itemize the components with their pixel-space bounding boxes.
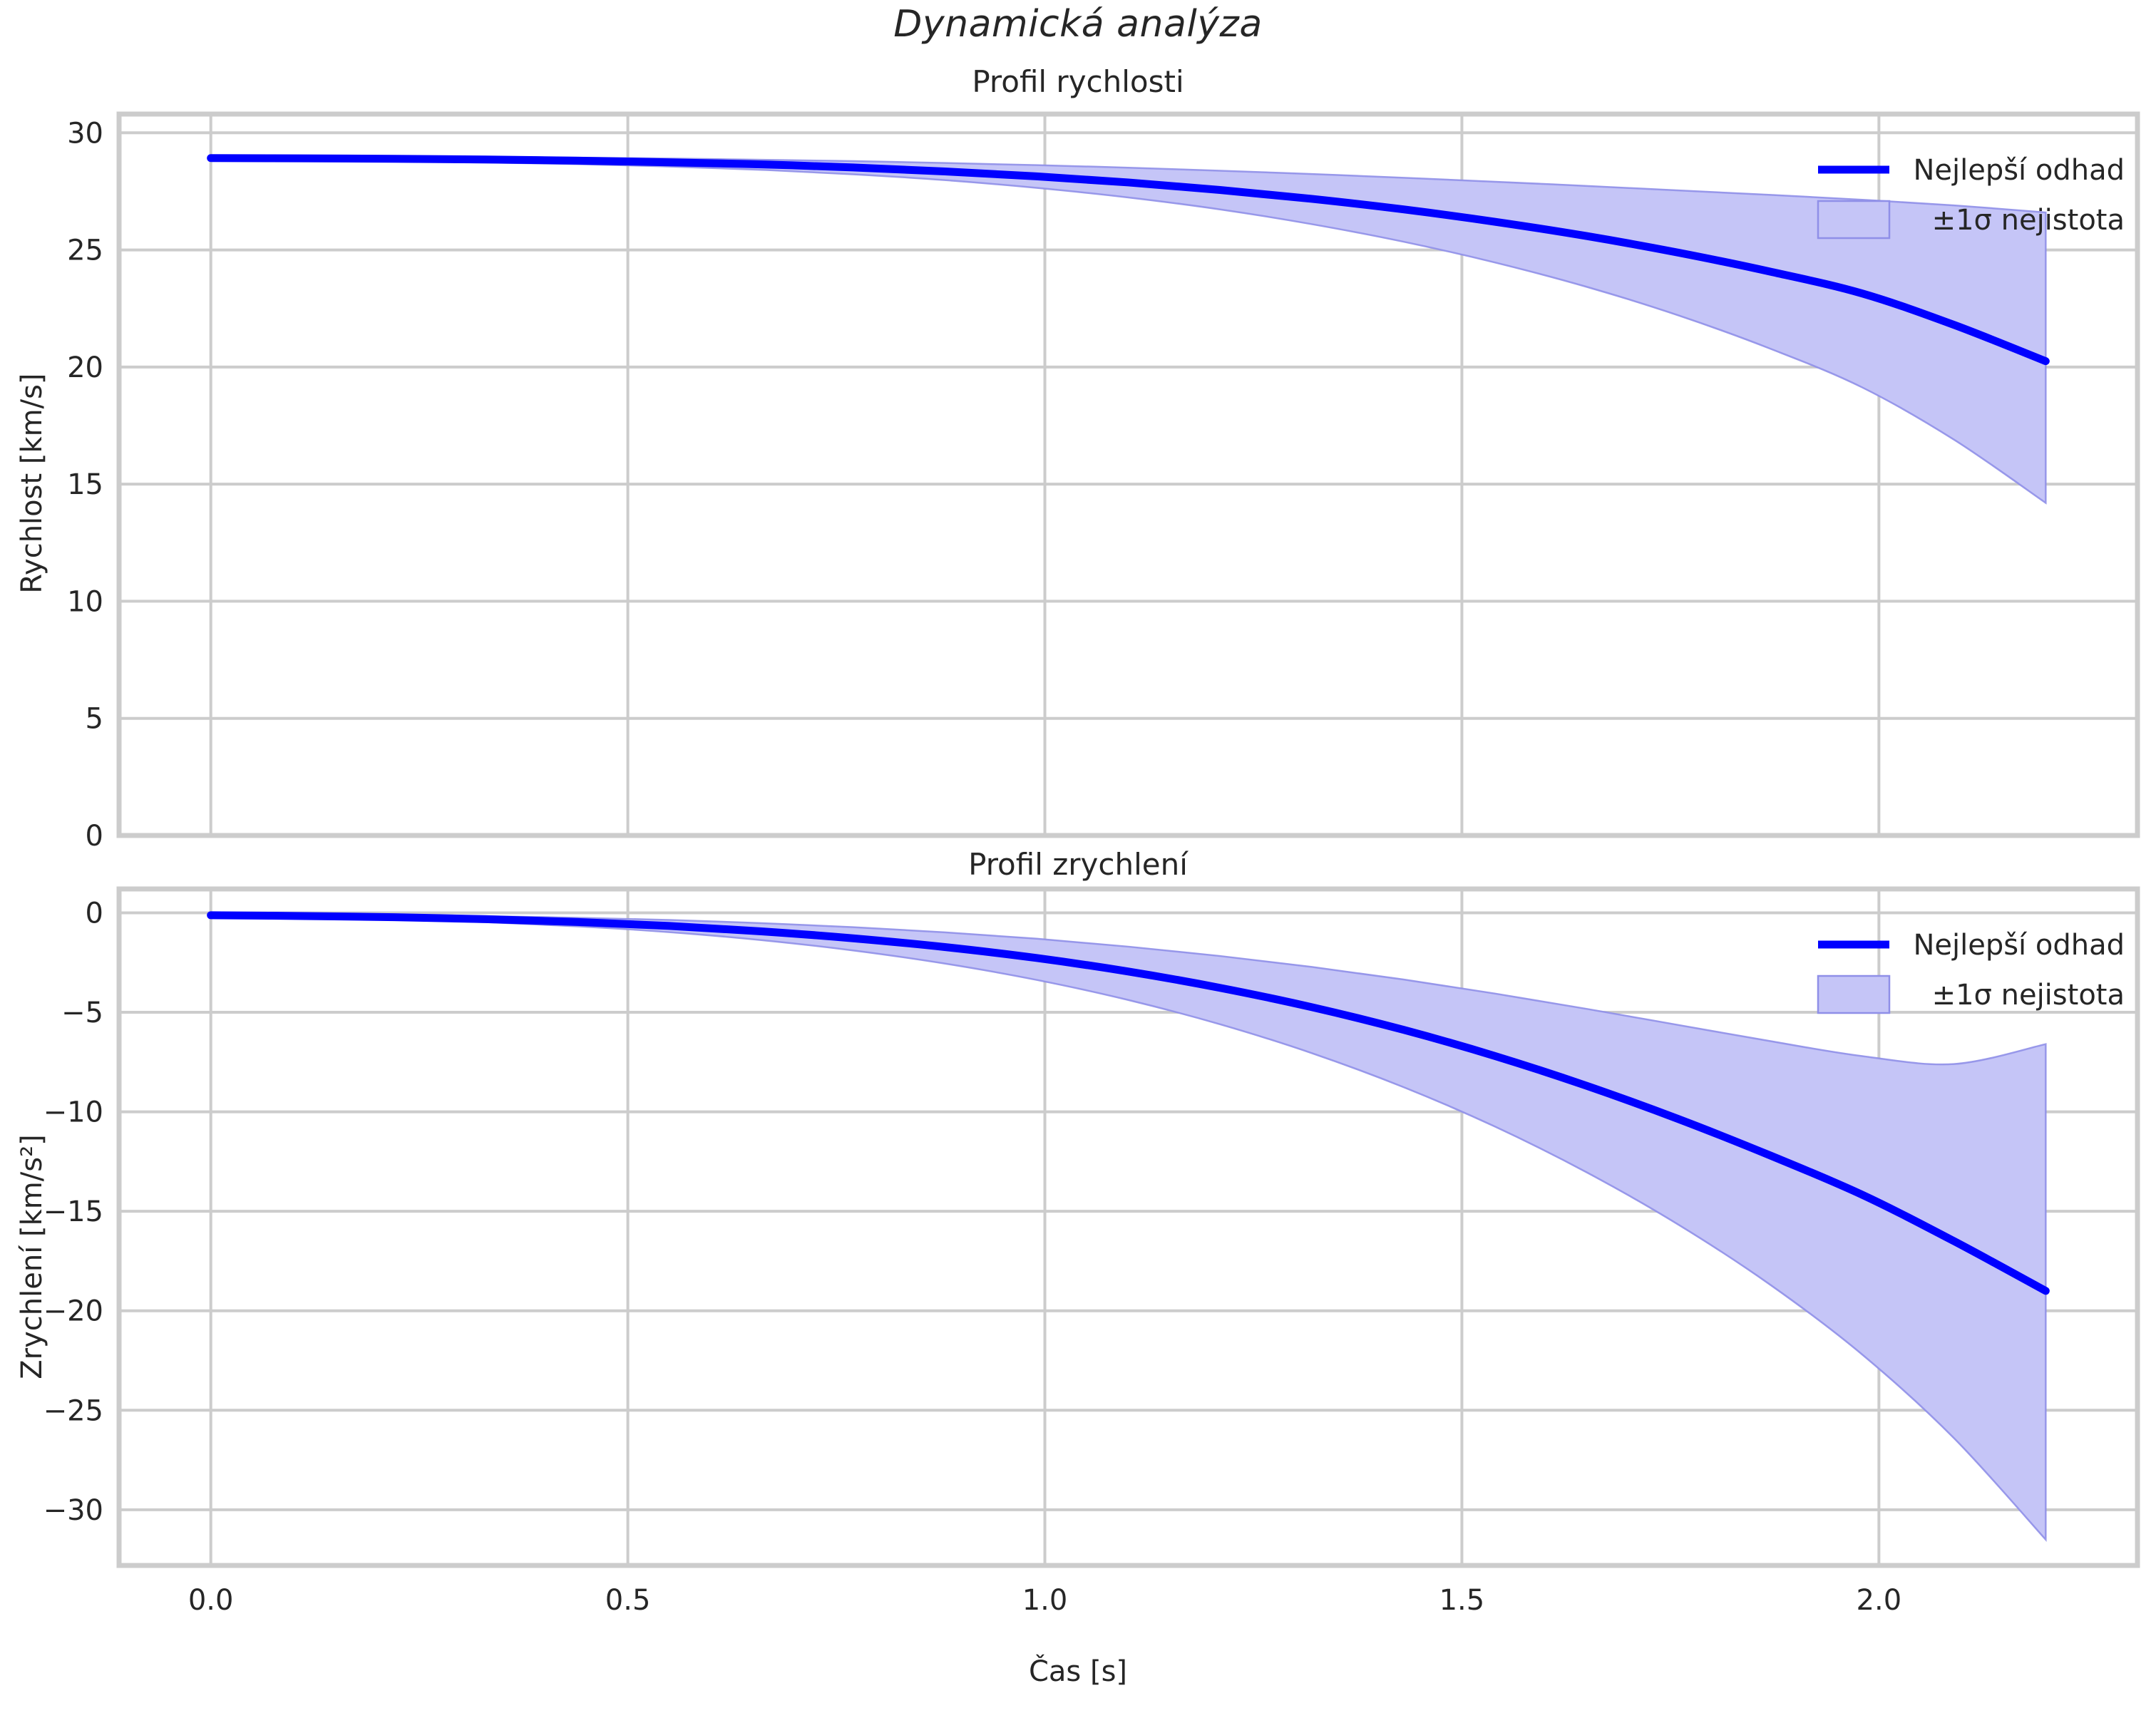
ytick-label-acceleration-6: −30	[43, 1494, 103, 1527]
legend-velocity: Nejlepší odhad ±1σ nejistota	[1817, 154, 2125, 240]
axes-frame-velocity	[116, 111, 2140, 838]
ytick-label-velocity-0: 0	[86, 820, 103, 853]
axes-frame-acceleration	[116, 886, 2140, 1568]
legend-label-1: ±1σ nejistota	[1932, 979, 2125, 1012]
legend-acceleration: Nejlepší odhad ±1σ nejistota	[1817, 929, 2125, 1014]
figure-title: Dynamická analýza	[893, 3, 1263, 46]
uncertainty-band-acceleration	[210, 912, 2047, 1542]
acceleration-y-axis-label: Zrychlení [km/s²]	[16, 1134, 48, 1379]
ytick-label-velocity-5: 25	[67, 235, 103, 267]
xtick-label-1: 0.5	[605, 1584, 651, 1617]
legend-label-1: ±1σ nejistota	[1932, 204, 2125, 237]
ytick-label-acceleration-1: −5	[61, 997, 103, 1029]
uncertainty-band-velocity	[210, 155, 2047, 505]
x-axis-label: Čas [s]	[1028, 1655, 1128, 1688]
velocity-y-axis-label: Rychlost [km/s]	[16, 373, 48, 594]
axes-acceleration: 0 −5 −10 −15 −20 −25 −30 0.0 0.5 1.0 1.5 2.0 Nejlepš…	[43, 886, 2140, 1617]
ytick-label-velocity-1: 5	[86, 703, 103, 736]
xtick-label-2: 1.0	[1022, 1584, 1068, 1617]
ytick-label-velocity-6: 30	[67, 117, 103, 150]
ytick-label-velocity-2: 10	[67, 585, 103, 618]
ytick-label-acceleration-5: −25	[43, 1394, 103, 1427]
legend-label-0: Nejlepší odhad	[1913, 929, 2125, 962]
xtick-label-3: 1.5	[1439, 1584, 1485, 1617]
legend-label-0: Nejlepší odhad	[1913, 154, 2125, 187]
xtick-label-0: 0.0	[188, 1584, 234, 1617]
ytick-label-velocity-3: 15	[67, 468, 103, 501]
ytick-label-acceleration-2: −10	[43, 1096, 103, 1129]
ytick-label-acceleration-3: −15	[43, 1195, 103, 1228]
mean-line-acceleration	[207, 911, 2050, 1295]
legend-patch-swatch-1	[1817, 200, 1891, 240]
legend-patch-swatch-1	[1817, 974, 1891, 1014]
xtick-label-4: 2.0	[1857, 1584, 1902, 1617]
ytick-label-acceleration-4: −20	[43, 1295, 103, 1328]
acceleration-subplot-title: Profil zrychlení	[968, 847, 1188, 882]
axes-velocity: 0 5 10 15 20 25 30 Nejlepší odhad ±1σ nejistota	[67, 111, 2140, 853]
velocity-subplot-title: Profil rychlosti	[972, 64, 1184, 99]
ytick-label-acceleration-0: 0	[86, 897, 103, 930]
mean-line-velocity	[207, 154, 2050, 366]
ytick-label-velocity-4: 20	[67, 351, 103, 384]
